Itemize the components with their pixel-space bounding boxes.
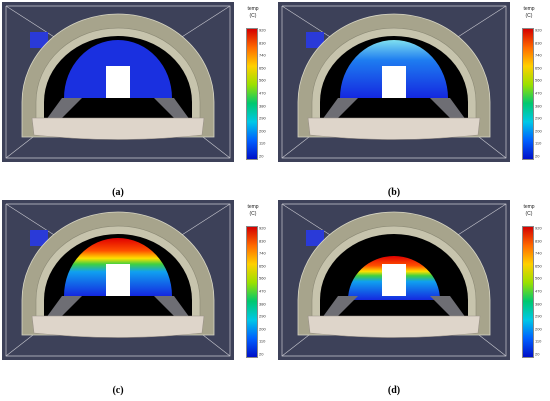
colorbar-tick-label: 560 [259, 275, 266, 281]
colorbar-tick-label: 470 [259, 90, 266, 96]
colorbar-gradient [246, 226, 258, 358]
colorbar-tick-label: 380 [535, 301, 542, 307]
colorbar-tick-label: 560 [535, 275, 542, 281]
colorbar-tick-label: 560 [259, 77, 266, 83]
colorbar-tick-label: 650 [259, 263, 266, 269]
colorbar-tick-label: 200 [259, 326, 266, 332]
colorbar-tick-label: 20 [535, 153, 540, 159]
colorbar-tick-label: 920 [259, 225, 266, 231]
panel: (c) temp (C) 920 830 740 650 560 470 380 290 200 11… [2, 200, 272, 396]
colorbar-gradient [522, 226, 534, 358]
simulation-image [2, 2, 234, 162]
colorbar-tick-label: 200 [535, 128, 542, 134]
colorbar-tick-label: 200 [535, 326, 542, 332]
colorbar-tick-label: 110 [535, 140, 542, 146]
colorbar-tick-label: 290 [259, 115, 266, 121]
colorbar-tick-label: 110 [259, 140, 266, 146]
colorbar-tick-label: 110 [535, 338, 542, 344]
colorbar-unit: (C) [525, 13, 533, 19]
simulation-image [278, 2, 510, 162]
colorbar-tick-label: 830 [535, 40, 542, 46]
colorbar-tick-label: 470 [535, 288, 542, 294]
colorbar-tick-label: 650 [259, 65, 266, 71]
colorbar-tick-label: 920 [259, 27, 266, 33]
colorbar-tick-label: 290 [535, 313, 542, 319]
colorbar-tick-label: 20 [535, 351, 540, 357]
colorbar-tick-label: 740 [259, 52, 266, 58]
colorbar-title: temp [247, 204, 259, 210]
colorbar-tick-label: 830 [259, 40, 266, 46]
colorbar-unit: (C) [249, 13, 257, 19]
colorbar-tick-label: 20 [259, 351, 264, 357]
colorbar-tick-label: 20 [259, 153, 264, 159]
colorbar-title: temp [523, 204, 535, 210]
colorbar-unit: (C) [249, 211, 257, 217]
colorbar-tick-label: 200 [259, 128, 266, 134]
colorbar-tick-label: 830 [259, 238, 266, 244]
colorbar-tick-label: 380 [259, 301, 266, 307]
colorbar-title: temp [523, 6, 535, 12]
panel-label: (d) [387, 385, 401, 396]
colorbar-tick-label: 560 [535, 77, 542, 83]
colorbar-gradient [246, 28, 258, 160]
panel-label: (a) [112, 187, 124, 198]
colorbar-unit: (C) [525, 211, 533, 217]
colorbar-tick-label: 380 [259, 103, 266, 109]
colorbar-tick-label: 920 [535, 27, 542, 33]
colorbar-tick-label: 110 [259, 338, 266, 344]
colorbar-gradient [522, 28, 534, 160]
colorbar-tick-label: 290 [535, 115, 542, 121]
colorbar-title: temp [247, 6, 259, 12]
panel-label: (b) [387, 187, 401, 198]
panel: (a) temp (C) 920 830 740 650 560 470 380 290 200 11… [2, 2, 272, 198]
simulation-image [278, 200, 510, 360]
colorbar-tick-label: 920 [535, 225, 542, 231]
colorbar-tick-label: 470 [259, 288, 266, 294]
panel: (d) temp (C) 920 830 740 650 560 470 380 290 200 11… [278, 200, 548, 396]
colorbar-tick-label: 650 [535, 65, 542, 71]
colorbar-tick-label: 740 [535, 250, 542, 256]
colorbar-tick-label: 290 [259, 313, 266, 319]
panel-label: (c) [112, 385, 124, 396]
simulation-image [2, 200, 234, 360]
colorbar-tick-label: 380 [535, 103, 542, 109]
colorbar-tick-label: 830 [535, 238, 542, 244]
colorbar-tick-label: 740 [535, 52, 542, 58]
colorbar-tick-label: 470 [535, 90, 542, 96]
colorbar-tick-label: 740 [259, 250, 266, 256]
colorbar-tick-label: 650 [535, 263, 542, 269]
panel: (b) temp (C) 920 830 740 650 560 470 380 290 200 11… [278, 2, 548, 198]
